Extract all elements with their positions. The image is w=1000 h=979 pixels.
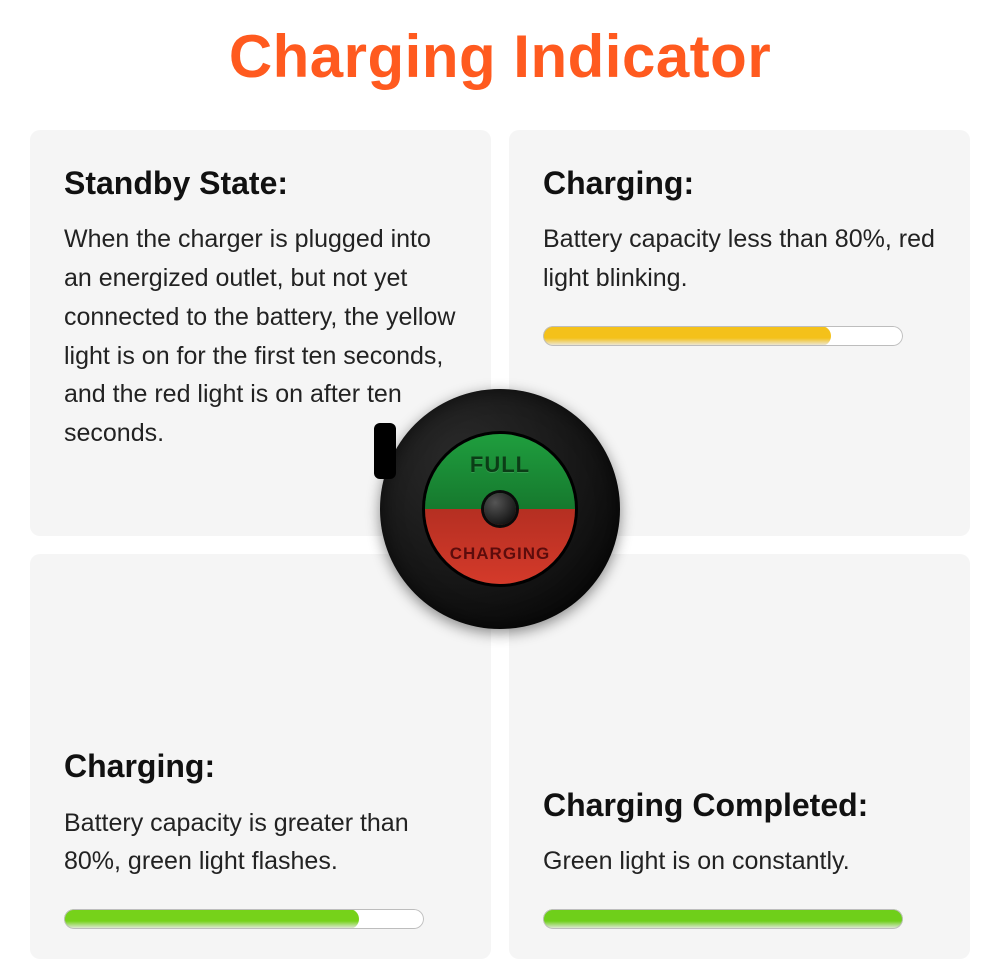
progress-completed-wrap [543, 909, 936, 929]
progress-completed [543, 909, 903, 929]
progress-lt80-border [543, 326, 903, 346]
indicator-disc: FULL CHARGING [380, 389, 620, 629]
card-completed-body: Green light is on constantly. [543, 842, 936, 881]
card-charging-gt80: Charging: Battery capacity is greater th… [30, 554, 491, 960]
progress-gt80 [64, 909, 424, 929]
progress-completed-border [543, 909, 903, 929]
card-standby-title: Standby State: [64, 164, 457, 202]
indicator-ring: FULL CHARGING [425, 434, 575, 584]
card-standby-body: When the charger is plugged into an ener… [64, 220, 457, 453]
card-charging-gt80-body: Battery capacity is greater than 80%, gr… [64, 804, 457, 882]
card-charging-lt80-body: Battery capacity less than 80%, red ligh… [543, 220, 936, 298]
indicator-full-label: FULL [470, 452, 530, 492]
page-title: Charging Indicator [0, 0, 1000, 101]
card-charging-gt80-title: Charging: [64, 747, 457, 785]
progress-lt80-wrap [543, 326, 936, 346]
progress-gt80-wrap [64, 909, 457, 929]
card-charging-lt80-title: Charging: [543, 164, 936, 202]
card-completed-title: Charging Completed: [543, 786, 936, 824]
progress-gt80-border [64, 909, 424, 929]
indicator-hub [484, 493, 516, 525]
card-completed: Charging Completed: Green light is on co… [509, 554, 970, 960]
progress-lt80 [543, 326, 903, 346]
indicator-charging-label: CHARGING [450, 530, 551, 564]
indicator-notch [374, 423, 396, 479]
